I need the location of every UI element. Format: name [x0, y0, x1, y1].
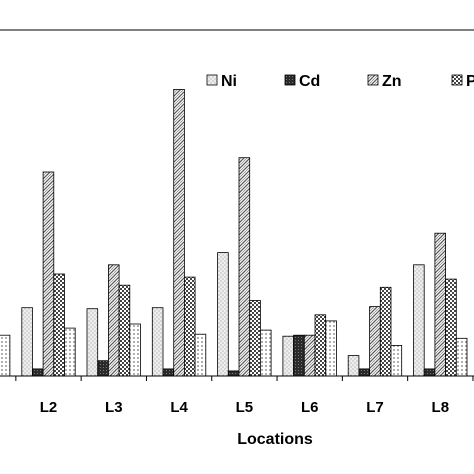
bars-layer — [0, 89, 468, 377]
bar-l7-zn — [369, 306, 381, 377]
bar-l2-zn — [42, 171, 55, 377]
x-tick-label: L4 — [170, 399, 188, 416]
x-tick-label: L8 — [432, 399, 450, 416]
bar-l7-cd — [358, 368, 370, 377]
bar-l6-ni — [282, 335, 294, 377]
bar-l3-ni — [86, 308, 99, 377]
bar-l3-zn — [108, 264, 120, 377]
bar-l8-cd — [423, 368, 436, 377]
bar-l4-series-5 — [194, 333, 207, 377]
bar-l7-series-5 — [390, 344, 403, 377]
legend-swatch-zn — [367, 74, 379, 86]
bar-l5-ni — [217, 252, 229, 377]
bar-l6-series-5 — [325, 320, 337, 377]
bar-l3-series-5 — [129, 323, 141, 377]
x-tick-label: L6 — [301, 399, 319, 416]
bar-l2-ni — [21, 307, 33, 377]
bar-l8-zn — [434, 232, 446, 377]
legend-label-ni: Ni — [221, 73, 237, 90]
legend: Ni Cd Zn P — [206, 73, 474, 90]
bar-l7-pb — [379, 286, 392, 377]
bar-l4-zn — [173, 89, 185, 377]
bar-l2-cd — [32, 368, 44, 377]
bar-l5-pb — [249, 300, 261, 377]
bar-l6-pb — [314, 314, 327, 377]
legend-label-p: P — [466, 73, 474, 90]
bar-l2-series-5 — [64, 327, 76, 377]
bar-l7-ni — [347, 355, 360, 377]
bar-l6-zn — [303, 334, 316, 377]
x-tick-label: L3 — [105, 399, 123, 416]
legend-label-zn: Zn — [382, 73, 402, 90]
bar-l2-pb — [53, 273, 65, 377]
legend-swatch-ni — [206, 74, 218, 86]
bar-l4-cd — [162, 368, 175, 377]
bar-l4-pb — [183, 276, 196, 377]
bar-l8-pb — [445, 278, 457, 377]
bar-l8-ni — [413, 264, 425, 377]
x-tick-label: L7 — [366, 399, 384, 416]
legend-swatch-p — [451, 74, 463, 86]
x-tick-label: L2 — [40, 399, 58, 416]
x-tick-labels: L2 L3 L4 L5 L6 L7 L8 — [40, 399, 449, 416]
bar-l5-zn — [238, 157, 251, 377]
bar-l3-pb — [118, 284, 131, 377]
bar-l5-cd — [227, 370, 240, 377]
legend-swatch-cd — [284, 74, 296, 86]
x-tick-label: L5 — [236, 399, 254, 416]
bar-l1-series-5 — [0, 334, 11, 377]
bar-l6-cd — [293, 334, 305, 377]
bar-l8-series-5 — [455, 337, 468, 377]
x-ticks — [15, 376, 474, 381]
bar-l3-cd — [97, 360, 109, 377]
legend-label-cd: Cd — [299, 73, 320, 90]
bar-l5-series-5 — [259, 329, 272, 377]
bar-l4-ni — [151, 307, 164, 377]
x-axis-label: Locations — [237, 431, 313, 448]
